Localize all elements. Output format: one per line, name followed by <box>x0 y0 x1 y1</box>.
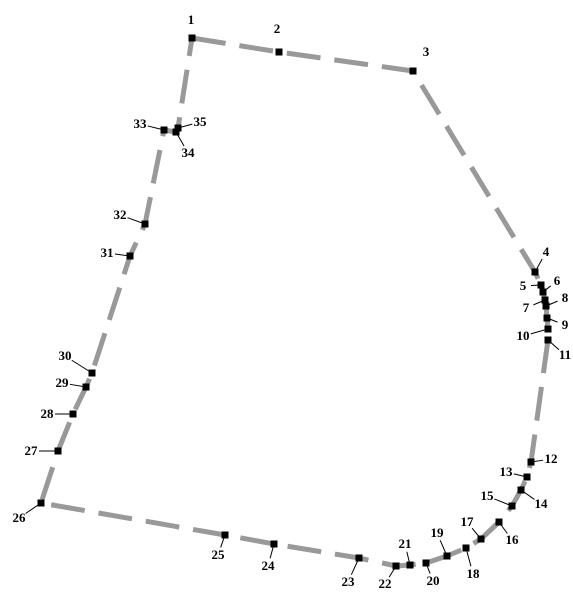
vertex-marker-13 <box>523 473 531 481</box>
vertex-marker-5 <box>537 281 545 289</box>
vertex-label-10: 10 <box>517 328 530 343</box>
vertex-marker-12 <box>527 458 535 466</box>
vertex-marker-9 <box>543 314 551 322</box>
vertex-marker-20 <box>422 559 430 567</box>
vertex-label-24: 24 <box>262 558 276 573</box>
vertex-label-13: 13 <box>500 464 514 479</box>
vertex-label-28: 28 <box>41 406 55 421</box>
vertex-label-7: 7 <box>523 300 530 315</box>
vertex-marker-25 <box>221 531 229 539</box>
vertex-label-17: 17 <box>461 514 475 529</box>
vertex-marker-31 <box>126 252 134 260</box>
vertex-marker-22 <box>392 562 400 570</box>
vertex-label-18: 18 <box>467 566 481 581</box>
vertex-marker-16 <box>495 518 503 526</box>
vertex-markers <box>37 34 552 570</box>
vertex-label-4: 4 <box>543 244 550 259</box>
vertex-marker-17 <box>477 535 485 543</box>
vertex-label-25: 25 <box>212 547 226 562</box>
vertex-label-21: 21 <box>399 536 412 551</box>
vertex-marker-18 <box>462 544 470 552</box>
boundary-polyline <box>38 35 551 569</box>
vertex-marker-10 <box>544 325 552 333</box>
vertex-label-27: 27 <box>25 443 39 458</box>
vertex-marker-24 <box>270 540 278 548</box>
vertex-marker-8 <box>542 302 550 310</box>
vertex-marker-6 <box>539 288 547 296</box>
vertex-marker-11 <box>544 336 552 344</box>
vertex-marker-30 <box>88 369 96 377</box>
vertex-label-8: 8 <box>562 290 569 305</box>
vertex-marker-7 <box>541 296 549 304</box>
vertex-marker-32 <box>141 220 149 228</box>
vertex-marker-26 <box>37 499 45 507</box>
vertex-label-16: 16 <box>506 532 520 547</box>
vertex-label-15: 15 <box>481 488 495 503</box>
vertex-marker-14 <box>517 486 525 494</box>
vertex-label-11: 11 <box>559 347 571 362</box>
vertex-label-23: 23 <box>342 574 356 589</box>
vertex-label-30: 30 <box>59 348 72 363</box>
vertex-marker-15 <box>508 502 516 510</box>
vertex-label-22: 22 <box>379 576 392 591</box>
vertex-marker-33 <box>160 126 168 134</box>
vertex-marker-4 <box>531 268 539 276</box>
vertex-marker-29 <box>82 383 90 391</box>
vertex-label-9: 9 <box>562 317 569 332</box>
vertex-label-31: 31 <box>101 245 114 260</box>
vertex-marker-3 <box>409 67 417 75</box>
vertex-label-19: 19 <box>431 525 445 540</box>
vertex-marker-34 <box>172 128 180 136</box>
vertex-label-3: 3 <box>423 44 430 59</box>
vertex-marker-2 <box>275 48 283 56</box>
vertex-label-34: 34 <box>182 145 196 160</box>
vertex-marker-21 <box>406 561 414 569</box>
vertex-label-2: 2 <box>274 21 281 36</box>
vertex-marker-1 <box>188 34 196 42</box>
vertex-label-5: 5 <box>520 278 527 293</box>
vertex-label-33: 33 <box>134 116 148 131</box>
vertex-label-20: 20 <box>427 573 440 588</box>
vertex-label-12: 12 <box>545 451 558 466</box>
vertex-marker-27 <box>54 447 62 455</box>
vertex-label-1: 1 <box>188 12 195 27</box>
leader-lines <box>25 123 560 578</box>
vertex-label-35: 35 <box>194 114 208 129</box>
vertex-marker-28 <box>69 410 77 418</box>
vertex-label-29: 29 <box>56 375 70 390</box>
vertex-label-6: 6 <box>554 273 561 288</box>
vertex-label-26: 26 <box>13 510 27 525</box>
vertex-marker-19 <box>443 552 451 560</box>
vertex-marker-23 <box>355 554 363 562</box>
vertex-marker-35 <box>174 124 182 132</box>
vertex-label-32: 32 <box>114 207 127 222</box>
vertex-label-14: 14 <box>535 496 549 511</box>
